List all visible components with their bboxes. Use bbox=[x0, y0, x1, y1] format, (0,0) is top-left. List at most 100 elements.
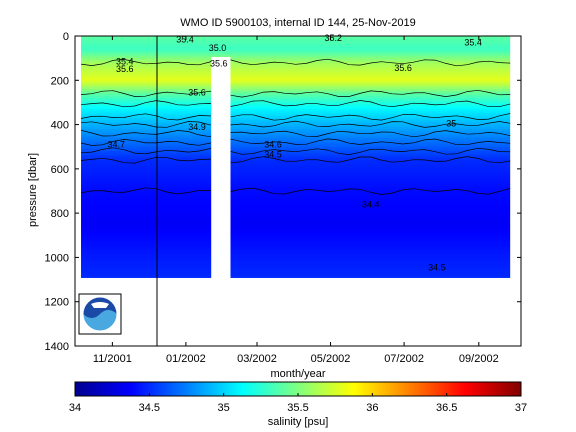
salinity-band bbox=[81, 204, 511, 208]
salinity-band bbox=[81, 213, 511, 216]
salinity-band bbox=[81, 140, 511, 143]
colorbar-ticks: 34 34.5 35 35.5 36 36.5 37 bbox=[69, 393, 527, 414]
salinity-band bbox=[81, 40, 511, 44]
y-axis: 0 200 400 600 800 1000 1200 1400 bbox=[45, 31, 521, 353]
salinity-band bbox=[81, 60, 511, 64]
salinity-band bbox=[81, 255, 511, 259]
y-axis-title: pressure [dbar] bbox=[27, 153, 39, 227]
salinity-band bbox=[81, 153, 511, 157]
contour-line bbox=[80, 138, 511, 146]
salinity-band bbox=[81, 222, 511, 225]
salinity-band bbox=[81, 36, 511, 39]
salinity-band bbox=[81, 98, 511, 101]
salinity-band bbox=[81, 137, 511, 141]
contour-label: 35.6 bbox=[188, 87, 206, 97]
contour-label: 34.4 bbox=[362, 199, 380, 209]
salinity-band bbox=[81, 38, 511, 42]
contour-label: 35.4 bbox=[464, 38, 482, 48]
y-tick-label: 200 bbox=[51, 75, 69, 87]
salinity-band bbox=[81, 188, 511, 192]
salinity-band bbox=[81, 261, 511, 265]
x-axis-title: month/year bbox=[270, 368, 325, 380]
salinity-band bbox=[81, 71, 511, 75]
salinity-band bbox=[81, 164, 511, 168]
salinity-band bbox=[81, 115, 511, 119]
salinity-band bbox=[81, 270, 511, 274]
contour-label: 35.6 bbox=[210, 59, 228, 69]
salinity-band bbox=[81, 237, 511, 241]
salinity-band bbox=[81, 228, 511, 232]
salinity-band bbox=[81, 226, 511, 230]
noaa-logo bbox=[78, 293, 122, 335]
y-tick-label: 1200 bbox=[45, 297, 69, 309]
salinity-band bbox=[81, 78, 511, 81]
salinity-band bbox=[81, 106, 511, 110]
salinity-band bbox=[81, 102, 511, 106]
contour-label: 35.4 bbox=[116, 56, 134, 66]
salinity-band bbox=[81, 186, 511, 190]
salinity-band bbox=[81, 157, 511, 161]
salinity-band bbox=[81, 264, 511, 267]
contour-line bbox=[80, 58, 511, 67]
y-tick-label: 0 bbox=[63, 31, 69, 43]
salinity-band bbox=[81, 275, 511, 278]
data-gap bbox=[211, 57, 231, 347]
salinity-band bbox=[81, 206, 511, 210]
contour-line bbox=[80, 120, 511, 128]
contour-line bbox=[80, 156, 511, 164]
salinity-band bbox=[81, 53, 511, 57]
salinity-band bbox=[81, 197, 511, 201]
plot-area: 35.435.035.2 35.435.435.635.6 35.635.63534… bbox=[74, 33, 522, 347]
salinity-band bbox=[81, 86, 511, 90]
salinity-band bbox=[81, 177, 511, 181]
salinity-band bbox=[81, 51, 511, 55]
salinity-band bbox=[81, 241, 511, 245]
salinity-band bbox=[81, 44, 511, 48]
y-tick-label: 1400 bbox=[45, 341, 69, 353]
salinity-band bbox=[81, 272, 511, 276]
salinity-band bbox=[81, 47, 511, 50]
contour-label: 34.5 bbox=[264, 149, 282, 159]
salinity-band bbox=[81, 246, 511, 250]
colorbar-tick-label: 36.5 bbox=[436, 402, 457, 414]
salinity-band bbox=[81, 117, 511, 121]
salinity-band bbox=[81, 104, 511, 108]
contour-label: 34.7 bbox=[108, 140, 126, 150]
salinity-band bbox=[81, 67, 511, 70]
salinity-band bbox=[81, 75, 511, 79]
contour-line bbox=[80, 147, 511, 155]
x-tick-label: 07/2002 bbox=[384, 353, 424, 365]
salinity-band bbox=[81, 144, 511, 148]
salinity-band bbox=[81, 69, 511, 73]
salinity-band bbox=[81, 173, 511, 177]
contour-label: 35.6 bbox=[116, 64, 134, 74]
contour-label: 35.4 bbox=[176, 34, 194, 44]
salinity-band bbox=[81, 162, 511, 166]
salinity-band bbox=[81, 235, 511, 239]
contour-label: 34.9 bbox=[188, 122, 206, 132]
x-tick-label: 11/2001 bbox=[93, 353, 132, 365]
contour-line bbox=[80, 100, 511, 108]
salinity-band bbox=[81, 175, 511, 179]
y-tick-label: 1000 bbox=[45, 252, 69, 264]
salinity-band bbox=[81, 91, 511, 95]
plot-frame bbox=[74, 35, 522, 347]
salinity-band bbox=[81, 199, 511, 203]
contour-label: 35.0 bbox=[209, 43, 227, 53]
salinity-band bbox=[81, 191, 511, 194]
salinity-band bbox=[81, 230, 511, 234]
salinity-band bbox=[81, 268, 511, 272]
salinity-band bbox=[81, 89, 511, 92]
salinity-band bbox=[81, 166, 511, 170]
salinity-band bbox=[81, 244, 511, 247]
y-tick-label: 600 bbox=[51, 164, 69, 176]
colorbar-tick-label: 37 bbox=[515, 402, 527, 414]
salinity-band bbox=[81, 250, 511, 254]
x-tick-label: 03/2002 bbox=[237, 353, 277, 365]
colorbar: 34 34.5 35 35.5 36 36.5 37 salinity [psu] bbox=[69, 381, 527, 428]
salinity-band bbox=[81, 151, 511, 154]
salinity-band bbox=[81, 224, 511, 228]
colorbar-tick-label: 34 bbox=[69, 402, 81, 414]
salinity-band bbox=[81, 120, 511, 123]
